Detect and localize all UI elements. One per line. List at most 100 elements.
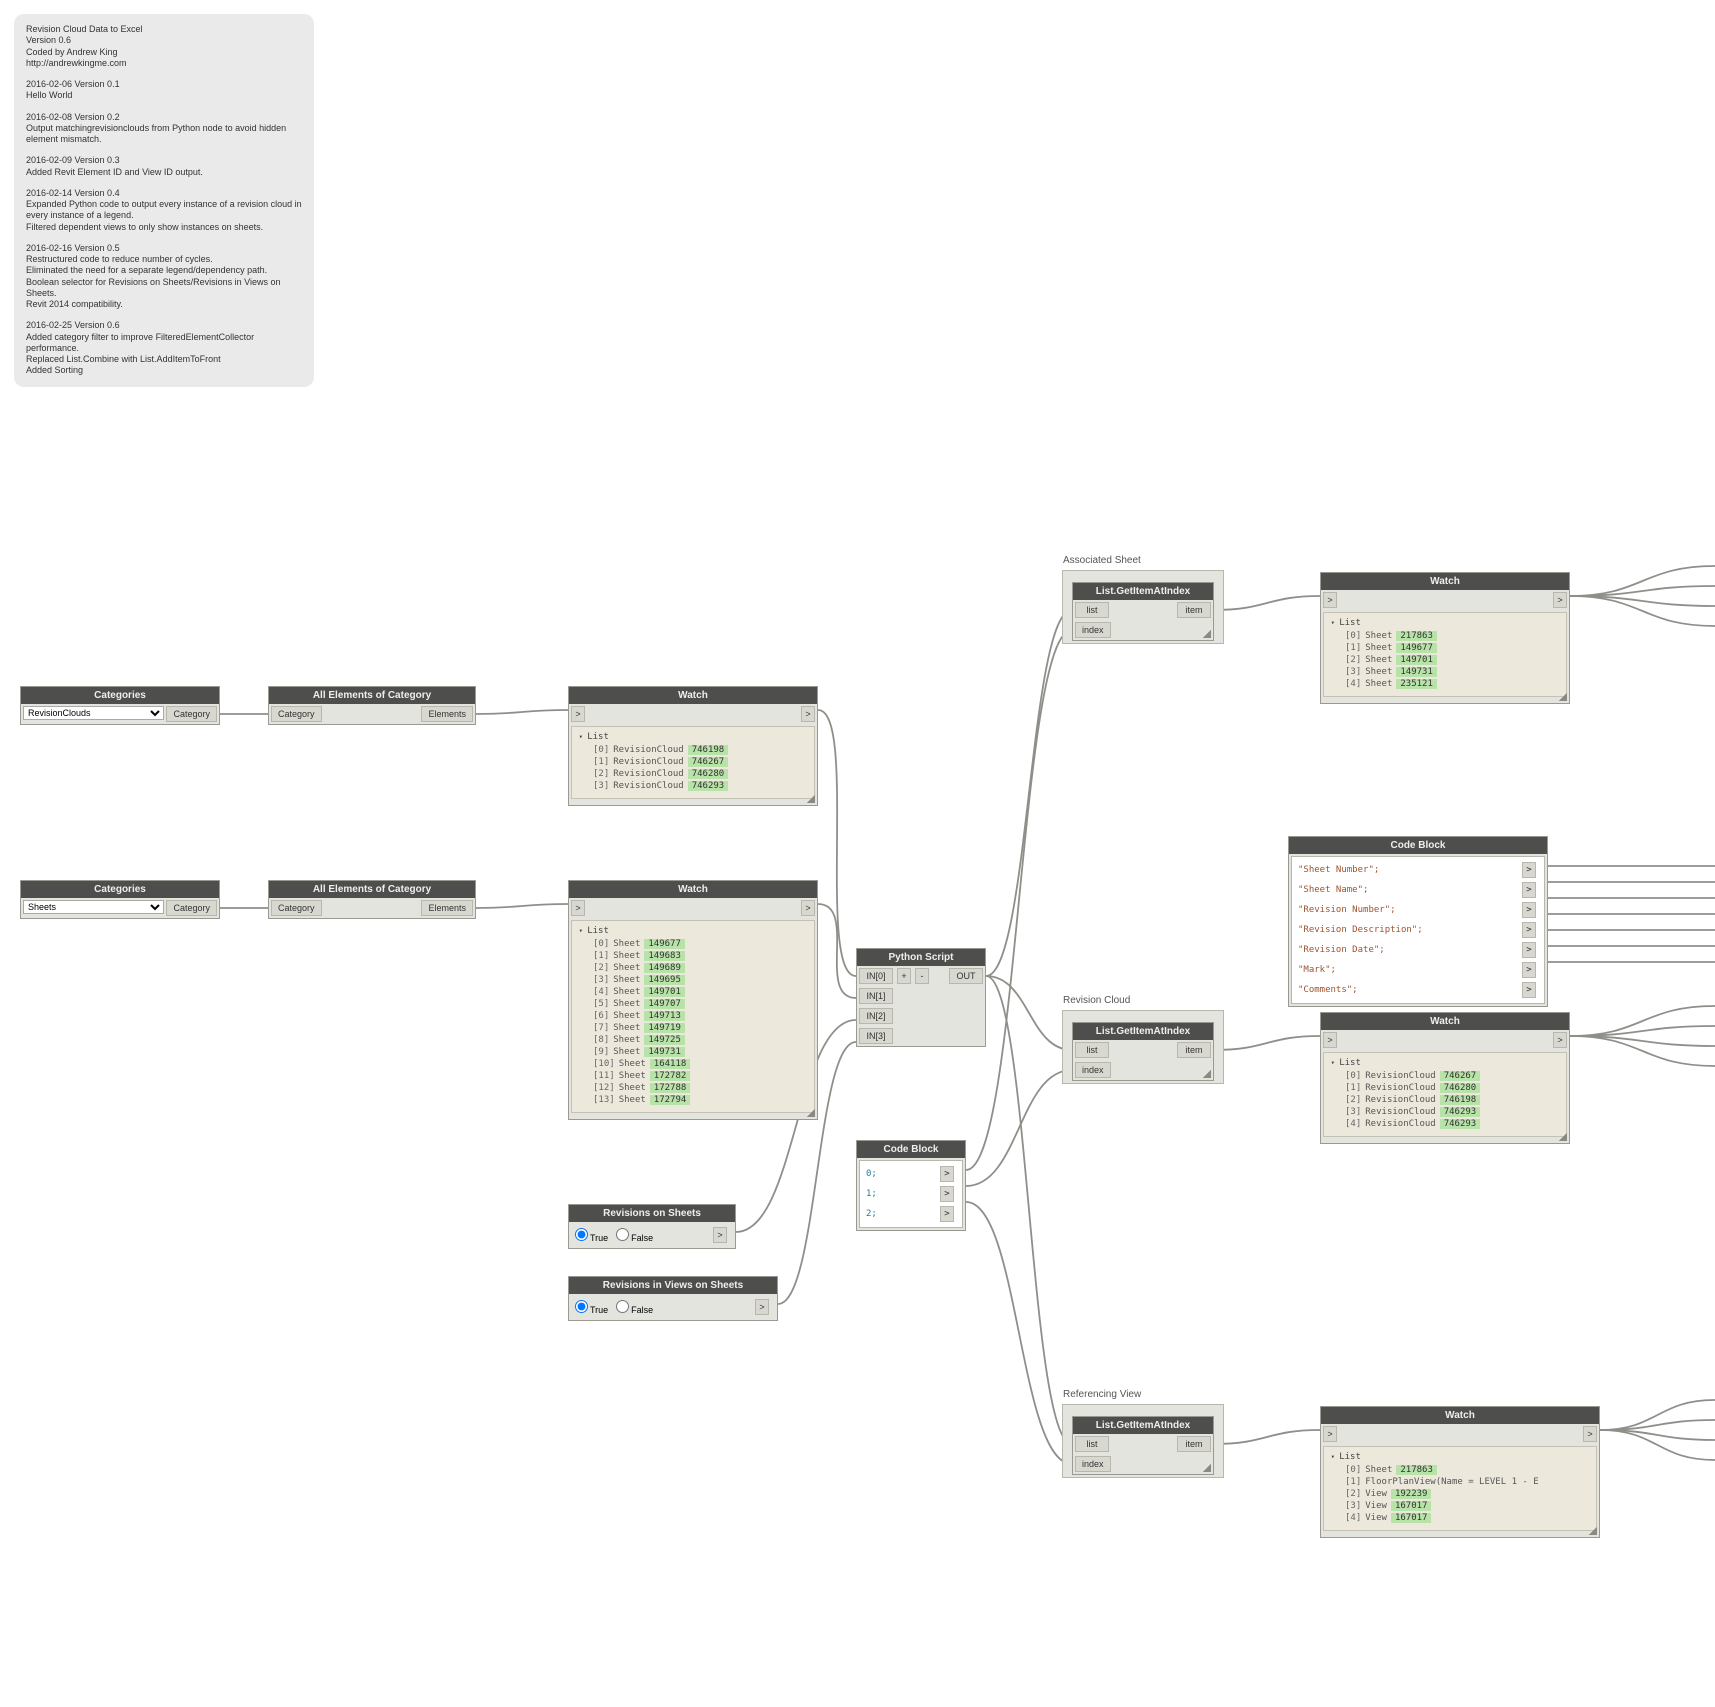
watch-node[interactable]: Watch>>List[0]Sheet217863[1]Sheet149677[…	[1320, 572, 1570, 704]
code-body[interactable]: "Sheet Number";>"Sheet Name";>"Revision …	[1291, 856, 1545, 1004]
output-port[interactable]: >	[801, 706, 815, 722]
false-radio[interactable]: False	[616, 1300, 653, 1315]
resize-handle[interactable]	[1559, 693, 1567, 701]
output-port[interactable]: >	[1553, 592, 1567, 608]
output-port[interactable]: >	[801, 900, 815, 916]
input-port-list[interactable]: list	[1075, 1436, 1109, 1452]
output-port[interactable]: >	[713, 1227, 727, 1243]
output-port[interactable]: >	[940, 1186, 954, 1202]
node-header[interactable]: All Elements of Category	[269, 687, 475, 704]
input-port[interactable]: Category	[271, 706, 322, 722]
output-port[interactable]: >	[1583, 1426, 1597, 1442]
watch-node[interactable]: Watch>>List[0]Sheet149677[1]Sheet149683[…	[568, 880, 818, 1120]
output-port[interactable]: >	[1553, 1032, 1567, 1048]
wire	[966, 1070, 1072, 1186]
node-header[interactable]: Revisions in Views on Sheets	[569, 1277, 777, 1294]
input-port[interactable]: IN[2]	[859, 1008, 893, 1024]
node-header[interactable]: List.GetItemAtIndex	[1073, 1023, 1213, 1040]
input-port-index[interactable]: index	[1075, 622, 1111, 638]
get-item-node[interactable]: List.GetItemAtIndex list item index	[1072, 1416, 1214, 1475]
category-dropdown[interactable]: Sheets	[23, 900, 164, 914]
output-port[interactable]: >	[940, 1206, 954, 1222]
python-script-node[interactable]: Python Script IN[0]+- OUT IN[1] IN[2] IN[3]	[856, 948, 986, 1047]
input-port[interactable]: >	[1323, 1426, 1337, 1442]
watch-row: [12]Sheet172788	[577, 1082, 809, 1094]
output-port[interactable]: Elements	[421, 900, 473, 916]
node-header[interactable]: List.GetItemAtIndex	[1073, 1417, 1213, 1434]
watch-node[interactable]: Watch>>List[0]RevisionCloud746267[1]Revi…	[1320, 1012, 1570, 1144]
node-header[interactable]: List.GetItemAtIndex	[1073, 583, 1213, 600]
input-port-list[interactable]: list	[1075, 602, 1109, 618]
code-body[interactable]: 0;>1;>2;>	[859, 1160, 963, 1228]
categories-node[interactable]: Categories RevisionCloudsCategory	[20, 686, 220, 725]
input-port-index[interactable]: index	[1075, 1062, 1111, 1078]
watch-node[interactable]: Watch>>List[0]RevisionCloud746198[1]Revi…	[568, 686, 818, 806]
node-header[interactable]: Python Script	[857, 949, 985, 966]
output-port[interactable]: >	[940, 1166, 954, 1182]
input-port[interactable]: IN[0]	[859, 968, 893, 984]
output-port[interactable]: >	[755, 1299, 769, 1315]
watch-body: List[0]Sheet217863[1]FloorPlanView(Name …	[1323, 1446, 1597, 1531]
node-header[interactable]: Revisions on Sheets	[569, 1205, 735, 1222]
resize-handle[interactable]	[1203, 1464, 1211, 1472]
output-port[interactable]: >	[1522, 962, 1536, 978]
node-header[interactable]: Watch	[1321, 573, 1569, 590]
all-elements-node[interactable]: All Elements of Category Category Elements	[268, 686, 476, 725]
categories-node[interactable]: Categories SheetsCategory	[20, 880, 220, 919]
resize-handle[interactable]	[807, 1109, 815, 1117]
output-port[interactable]: >	[1522, 922, 1536, 938]
input-port[interactable]: IN[1]	[859, 988, 893, 1004]
get-item-node[interactable]: List.GetItemAtIndex list item index	[1072, 582, 1214, 641]
category-dropdown[interactable]: RevisionClouds	[23, 706, 164, 720]
input-port[interactable]: >	[571, 900, 585, 916]
node-header[interactable]: Categories	[21, 687, 219, 704]
node-header[interactable]: Code Block	[1289, 837, 1547, 854]
boolean-node[interactable]: Revisions on Sheets True False >	[568, 1204, 736, 1249]
node-header[interactable]: All Elements of Category	[269, 881, 475, 898]
resize-handle[interactable]	[1203, 630, 1211, 638]
boolean-node[interactable]: Revisions in Views on Sheets True False >	[568, 1276, 778, 1321]
output-port[interactable]: Elements	[421, 706, 473, 722]
input-port[interactable]: >	[1323, 1032, 1337, 1048]
output-port[interactable]: >	[1522, 902, 1536, 918]
output-port[interactable]: Category	[166, 900, 217, 916]
node-header[interactable]: Code Block	[857, 1141, 965, 1158]
watch-row: [1]RevisionCloud746267	[577, 756, 809, 768]
output-port[interactable]: item	[1177, 602, 1211, 618]
watch-node[interactable]: Watch > > List[0]Sheet217863[1]FloorPlanVie…	[1320, 1406, 1600, 1538]
output-port[interactable]: >	[1522, 942, 1536, 958]
code-block-node[interactable]: Code Block 0;>1;>2;>	[856, 1140, 966, 1231]
output-port[interactable]: Category	[166, 706, 217, 722]
node-header[interactable]: Watch	[1321, 1407, 1599, 1424]
add-input-button[interactable]: +	[897, 968, 911, 984]
output-port[interactable]: OUT	[949, 968, 983, 984]
output-port[interactable]: >	[1522, 882, 1536, 898]
watch-row: [2]RevisionCloud746198	[1329, 1094, 1561, 1106]
input-port-index[interactable]: index	[1075, 1456, 1111, 1472]
get-item-node[interactable]: List.GetItemAtIndex list item index	[1072, 1022, 1214, 1081]
input-port[interactable]: Category	[271, 900, 322, 916]
output-port[interactable]: item	[1177, 1436, 1211, 1452]
input-port[interactable]: >	[1323, 592, 1337, 608]
node-header[interactable]: Watch	[1321, 1013, 1569, 1030]
resize-handle[interactable]	[1203, 1070, 1211, 1078]
input-port[interactable]: >	[571, 706, 585, 722]
output-port[interactable]: item	[1177, 1042, 1211, 1058]
all-elements-node[interactable]: All Elements of Category Category Elements	[268, 880, 476, 919]
true-radio[interactable]: True	[575, 1300, 608, 1315]
false-radio[interactable]: False	[616, 1228, 653, 1243]
remove-input-button[interactable]: -	[915, 968, 929, 984]
wire	[1600, 1400, 1715, 1430]
resize-handle[interactable]	[1589, 1527, 1597, 1535]
resize-handle[interactable]	[807, 795, 815, 803]
resize-handle[interactable]	[1559, 1133, 1567, 1141]
node-header[interactable]: Watch	[569, 687, 817, 704]
output-port[interactable]: >	[1522, 862, 1536, 878]
node-header[interactable]: Categories	[21, 881, 219, 898]
input-port-list[interactable]: list	[1075, 1042, 1109, 1058]
code-block-node[interactable]: Code Block "Sheet Number";>"Sheet Name";>…	[1288, 836, 1548, 1007]
true-radio[interactable]: True	[575, 1228, 608, 1243]
node-header[interactable]: Watch	[569, 881, 817, 898]
input-port[interactable]: IN[3]	[859, 1028, 893, 1044]
output-port[interactable]: >	[1522, 982, 1536, 998]
